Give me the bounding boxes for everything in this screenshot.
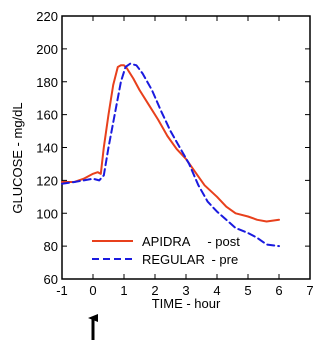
x-tick-label: 4 [213, 283, 220, 298]
y-tick-label: 220 [36, 9, 58, 24]
legend: APIDRA - post REGULAR - pre [92, 234, 240, 267]
x-tick-label: 1 [120, 283, 127, 298]
y-tick-label: 140 [36, 141, 58, 156]
y-axis-title: GLUCOSE - mg/dL [10, 102, 25, 213]
x-tick-label: 3 [182, 283, 189, 298]
series-line-regular [61, 62, 280, 248]
y-tick-label: 120 [36, 173, 58, 188]
y-tick-label: 200 [36, 42, 58, 57]
axes: -1 0 1 2 3 4 5 6 7 60 80 100 120 140 160 180 200 220 [36, 9, 313, 298]
y-tick-label: 180 [36, 75, 58, 90]
legend-series-name-apidra: APIDRA [142, 234, 191, 249]
x-tick-label: 6 [275, 283, 282, 298]
legend-series-name-regular: REGULAR [142, 252, 205, 267]
legend-label-apidra: APIDRA - post [142, 234, 240, 249]
series-layer [61, 62, 280, 248]
y-tick-label: 160 [36, 108, 58, 123]
y-tick-label: 100 [36, 206, 58, 221]
x-tick-label: 7 [306, 283, 313, 298]
y-tick-label: 80 [44, 239, 58, 254]
legend-label-regular: REGULAR - pre [142, 252, 238, 267]
legend-series-suffix-apidra: - post [207, 234, 240, 249]
legend-series-suffix-regular: - pre [211, 252, 238, 267]
x-tick-label: 0 [89, 283, 96, 298]
x-tick-label: 2 [151, 283, 158, 298]
y-tick-label: 60 [44, 272, 58, 287]
x-tick-label: 5 [244, 283, 251, 298]
x-tick-label: -1 [56, 283, 68, 298]
series-line-apidra [61, 64, 280, 223]
x-axis-title: TIME - hour [152, 296, 221, 311]
